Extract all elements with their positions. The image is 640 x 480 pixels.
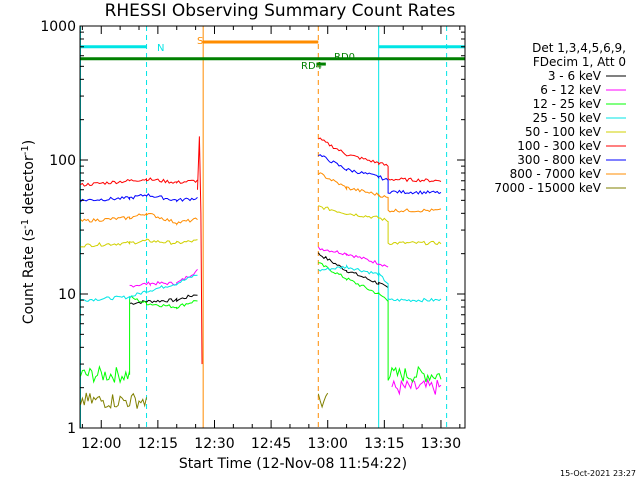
x-axis: 12:00 12:15 12:30 12:45 13:00 13:15 13:30	[81, 26, 461, 452]
legend: Det 1,3,4,5,6,9, FDecim 1, Att 0 3 - 6 k…	[494, 41, 626, 195]
y-axis-label-end: )	[21, 140, 37, 145]
series-layer	[80, 136, 442, 410]
legend-label-4: 50 - 100 keV	[525, 125, 602, 139]
y-tick-label-0: 1	[67, 421, 76, 437]
series-line-3	[80, 264, 442, 303]
x-tick-label-1: 12:15	[138, 436, 178, 452]
plot-frame	[79, 25, 466, 429]
x-tick-label-5: 13:15	[364, 436, 404, 452]
y-tick-label-2: 100	[49, 153, 76, 169]
annotation-N: N	[157, 43, 164, 54]
series-line-4	[80, 205, 442, 248]
y-axis: 1 10 100 1000	[40, 19, 465, 437]
x-axis-label: Start Time (12-Nov-08 11:54:22)	[179, 456, 407, 472]
series-line-8	[80, 392, 329, 410]
legend-label-6: 300 - 800 keV	[517, 153, 601, 167]
x-tick-label-0: 12:00	[81, 436, 121, 452]
annotation-RD0: RD0	[334, 52, 355, 63]
y-axis-label-sup1: -1	[20, 219, 31, 229]
x-tick-label-2: 12:30	[194, 436, 234, 452]
series-line-5	[80, 137, 442, 187]
legend-header-2: FDecim 1, Att 0	[533, 55, 626, 69]
legend-label-0: 3 - 6 keV	[548, 69, 602, 83]
series-line-1	[129, 246, 442, 396]
y-axis-label-mid: detector	[21, 155, 37, 219]
legend-header-1: Det 1,3,4,5,6,9,	[532, 41, 626, 55]
series-line-2	[80, 262, 442, 385]
annotation-S: S	[197, 36, 203, 47]
x-tick-label-6: 13:30	[421, 436, 461, 452]
flare-spike	[197, 136, 203, 365]
timestamp: 15-Oct-2021 23:27	[560, 469, 636, 478]
annotations: N S RD4 RD0	[157, 36, 355, 72]
annotation-RD4: RD4	[301, 61, 322, 72]
series-line-6	[80, 154, 442, 203]
y-axis-label-sup2: -1	[20, 145, 31, 155]
plot-background	[80, 26, 465, 428]
y-axis-label-main: Count Rate (s	[21, 229, 37, 324]
y-tick-label-1: 10	[58, 287, 76, 303]
flag-bars	[80, 40, 465, 66]
series-line-7	[80, 172, 442, 226]
legend-label-5: 100 - 300 keV	[517, 139, 601, 153]
legend-label-3: 25 - 50 keV	[533, 111, 602, 125]
legend-label-2: 12 - 25 keV	[533, 97, 602, 111]
x-tick-label-4: 13:00	[308, 436, 348, 452]
x-tick-label-3: 12:45	[251, 436, 291, 452]
series-line-0	[129, 252, 389, 305]
y-tick-label-3: 1000	[40, 19, 76, 35]
legend-label-8: 7000 - 15000 keV	[494, 181, 601, 195]
chart-title: RHESSI Observing Summary Count Rates	[105, 1, 456, 21]
legend-label-1: 6 - 12 keV	[540, 83, 602, 97]
y-axis-label: Count Rate (s-1 detector-1)	[20, 140, 38, 324]
legend-label-7: 800 - 7000 keV	[510, 167, 602, 181]
